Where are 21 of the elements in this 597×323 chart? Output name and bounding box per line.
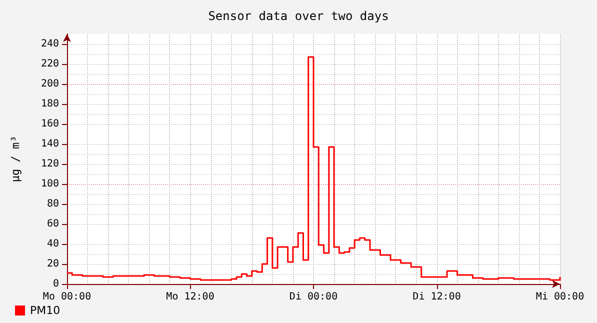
legend-label: PM10 bbox=[30, 304, 60, 317]
y-tick-label: 60 bbox=[46, 218, 59, 230]
y-tick-label: 240 bbox=[40, 38, 59, 50]
y-tick-label: 220 bbox=[40, 58, 59, 70]
y-tick-label: 40 bbox=[46, 238, 59, 250]
y-tick-label: 0 bbox=[52, 278, 59, 290]
x-tick-label: Mo 00:00 bbox=[42, 292, 92, 302]
y-tick-label: 120 bbox=[40, 158, 59, 170]
y-tick-label: 80 bbox=[46, 198, 59, 210]
y-tick-label: 160 bbox=[40, 118, 59, 130]
y-axis-title: µg / m³ bbox=[9, 136, 22, 182]
chart-title: Sensor data over two days bbox=[208, 9, 389, 23]
y-tick-label: 140 bbox=[40, 138, 59, 150]
x-tick-label: Di 12:00 bbox=[412, 292, 461, 302]
x-tick-label: Di 00:00 bbox=[289, 292, 338, 302]
y-tick-label: 180 bbox=[40, 98, 59, 110]
x-tick-label: Mo 12:00 bbox=[166, 292, 214, 302]
y-tick-label: 100 bbox=[40, 178, 59, 190]
x-tick-label: Mi 00:00 bbox=[536, 292, 584, 302]
y-tick-label: 20 bbox=[46, 258, 59, 270]
y-tick-label: 200 bbox=[40, 78, 59, 90]
